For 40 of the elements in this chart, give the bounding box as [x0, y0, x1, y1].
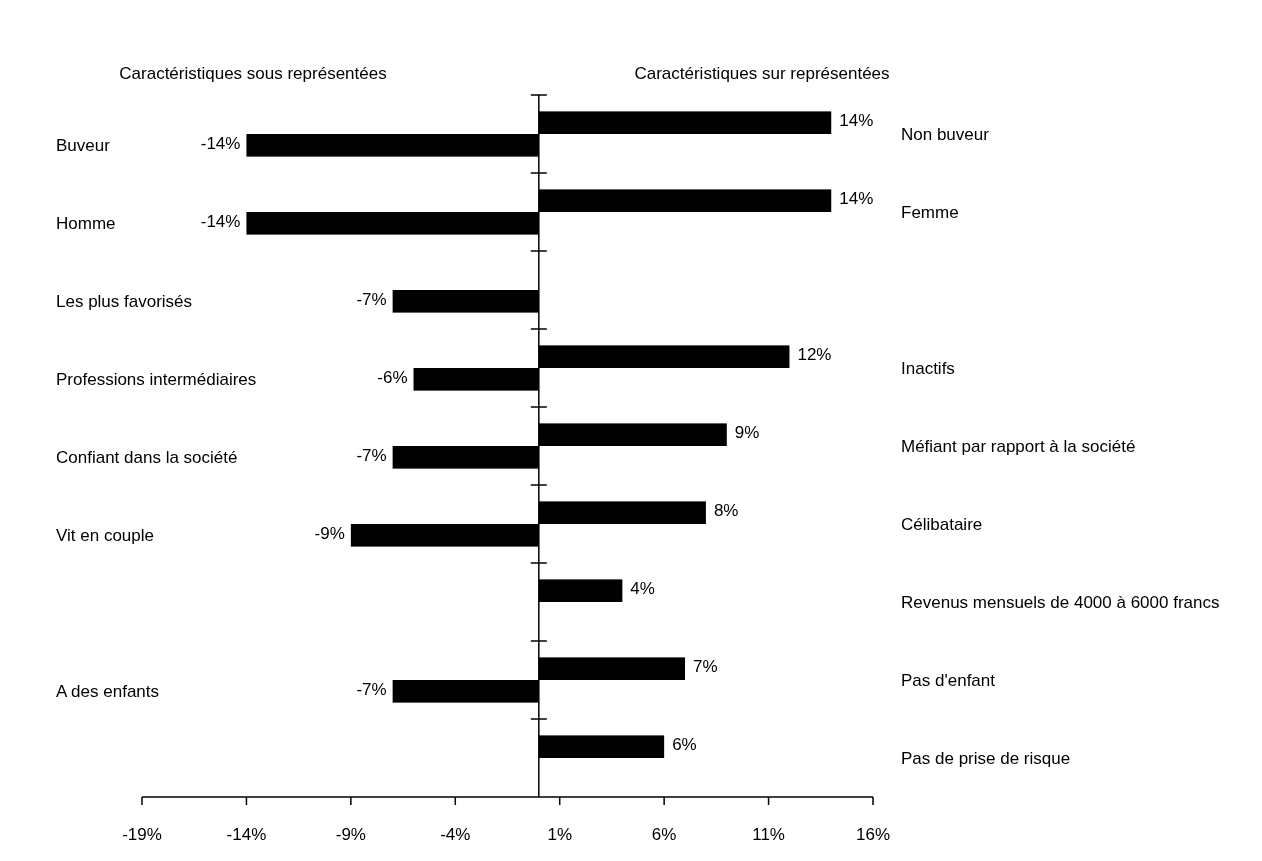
y2-tick-label: Inactifs — [901, 358, 955, 378]
x-tick-label: -19% — [122, 824, 162, 844]
data-label: -7% — [356, 289, 387, 309]
data-label: 4% — [630, 579, 655, 599]
x-tick-label: -14% — [226, 824, 267, 844]
data-label: 6% — [672, 735, 697, 755]
y2-tick-label: Célibataire — [901, 514, 983, 534]
data-label: 12% — [797, 345, 832, 365]
data-label: -7% — [356, 445, 387, 465]
data-label: 14% — [839, 111, 874, 131]
y2-tick-label: Femme — [901, 202, 959, 222]
data-label: 8% — [713, 501, 739, 521]
data-label: -14% — [200, 133, 241, 153]
y-tick-label: A des enfants — [56, 681, 160, 701]
y-tick-label: Professions intermédiaires — [56, 369, 257, 389]
y2-tick-label: Revenus mensuels de 4000 à 6000 francs — [901, 592, 1220, 612]
y-tick-label: Confiant dans la société — [56, 447, 238, 467]
data-label: -9% — [314, 523, 345, 543]
y-tick-label: Vit en couple — [56, 525, 154, 545]
data-label: -7% — [356, 679, 387, 699]
text: Caractéristiques sur représentées — [634, 63, 890, 83]
x-tick-label: -9% — [335, 824, 366, 844]
y2-tick-label: Pas de prise de risque — [901, 748, 1071, 768]
data-label: 9% — [734, 423, 760, 443]
x-tick-label: 1% — [547, 824, 572, 844]
y-tick-label: Les plus favorisés — [56, 291, 193, 311]
x-tick-label: 6% — [651, 824, 677, 844]
y2-tick-label: Méfiant par rapport à la société — [901, 436, 1136, 456]
y-tick-label: Buveur — [56, 135, 111, 155]
x-tick-label: -4% — [440, 824, 471, 844]
y2-tick-label: Non buveur — [901, 124, 990, 144]
text: Caractéristiques sous représentées — [119, 63, 387, 83]
x-tick-label: 11% — [752, 824, 785, 844]
x-tick-label: 16% — [855, 824, 891, 844]
y2-tick-label: Pas d'enfant — [901, 670, 996, 690]
data-label: -6% — [377, 367, 408, 387]
data-label: 7% — [693, 657, 718, 677]
data-label: -14% — [200, 211, 241, 231]
data-label: 14% — [839, 189, 874, 209]
y-tick-label: Homme — [56, 213, 116, 233]
